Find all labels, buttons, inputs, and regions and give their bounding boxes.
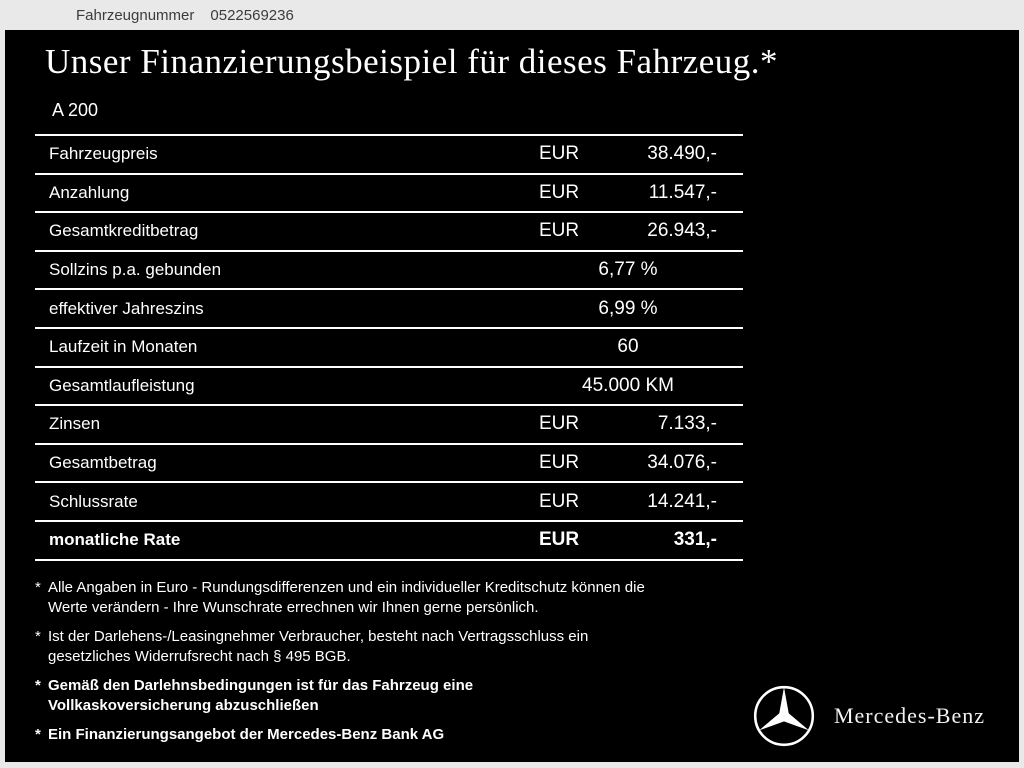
- currency-label: EUR: [539, 529, 580, 551]
- table-row: Gesamtkreditbetrag EUR 26.943,-: [35, 213, 743, 252]
- finance-offer-panel: Unser Finanzierungsbeispiel für dieses F…: [5, 30, 1019, 762]
- row-label: Gesamtlaufleistung: [49, 375, 195, 395]
- row-value: EUR 11.547,-: [539, 182, 717, 204]
- row-label: Zinsen: [49, 414, 101, 434]
- table-row: Fahrzeugpreis EUR 38.490,-: [35, 136, 743, 175]
- footnote-text: Gemäß den Darlehnsbedingungen ist für da…: [48, 677, 474, 714]
- row-value: EUR 38.490,-: [539, 143, 717, 165]
- brand-wordmark: Mercedes-Benz: [833, 703, 985, 728]
- finance-table: Fahrzeugpreis EUR 38.490,- Anzahlung EUR 11.5…: [35, 134, 743, 561]
- row-label: Fahrzeugpreis: [49, 144, 158, 164]
- page-title: Unser Finanzierungsbeispiel für dieses F…: [45, 42, 779, 81]
- currency-label: EUR: [539, 490, 580, 512]
- row-value: EUR 34.076,-: [539, 452, 717, 474]
- brand-lockup: Mercedes-Benz: [752, 684, 985, 748]
- table-row: Anzahlung EUR 11.547,-: [35, 175, 743, 214]
- row-value: EUR 331,-: [539, 529, 717, 551]
- footnote-marker: *: [35, 677, 41, 694]
- vehicle-model: A 200: [52, 100, 99, 120]
- row-label: Schlussrate: [49, 491, 138, 511]
- footnote-marker: *: [35, 726, 41, 743]
- row-value: EUR 26.943,-: [539, 220, 717, 242]
- row-label: monatliche Rate: [49, 530, 181, 550]
- amount-value: 7.133,-: [657, 413, 717, 435]
- row-label: Laufzeit in Monaten: [49, 337, 198, 357]
- table-row: effektiver Jahreszins 6,99 %: [35, 290, 743, 329]
- footnote: * Alle Angaben in Euro - Rundungsdifferen…: [35, 578, 735, 618]
- table-row: Sollzins p.a. gebunden 6,77 %: [35, 252, 743, 291]
- row-value: 6,99 %: [598, 297, 658, 319]
- row-label: effektiver Jahreszins: [49, 298, 204, 318]
- table-row: Gesamtlaufleistung 45.000 KM: [35, 368, 743, 407]
- frame-header: Fahrzeugnummer 0522569236: [0, 0, 1024, 30]
- row-label: Gesamtkreditbetrag: [49, 221, 199, 241]
- footnotes: * Alle Angaben in Euro - Rundungsdifferen…: [35, 578, 735, 754]
- vehicle-number-value: 0522569236: [210, 6, 294, 24]
- row-value: EUR 14.241,-: [539, 491, 717, 513]
- currency-label: EUR: [539, 220, 580, 242]
- footnote-marker: *: [35, 579, 41, 596]
- footnote-text: Alle Angaben in Euro - Rundungsdifferenz…: [48, 579, 645, 616]
- table-row: monatliche Rate EUR 331,-: [35, 522, 743, 561]
- row-value: 6,77 %: [598, 259, 658, 281]
- row-value: EUR 7.133,-: [539, 413, 717, 435]
- amount-value: 331,-: [673, 529, 717, 551]
- amount-value: 34.076,-: [647, 452, 717, 474]
- vehicle-number-label: Fahrzeugnummer: [76, 6, 195, 24]
- amount-value: 11.547,-: [648, 181, 717, 203]
- table-row: Gesamtbetrag EUR 34.076,-: [35, 445, 743, 484]
- row-value: 45.000 KM: [582, 374, 674, 396]
- mercedes-star-icon: [753, 685, 815, 747]
- row-value: 60: [617, 336, 639, 358]
- footnote-text: Ist der Darlehens-/Leasingnehmer Verbrau…: [48, 628, 589, 665]
- amount-value: 26.943,-: [647, 220, 717, 242]
- footnote-marker: *: [35, 628, 41, 645]
- table-row: Zinsen EUR 7.133,-: [35, 406, 743, 445]
- currency-label: EUR: [539, 143, 580, 165]
- row-label: Sollzins p.a. gebunden: [49, 260, 222, 280]
- footnote: * Ist der Darlehens-/Leasingnehmer Verbra…: [35, 627, 735, 667]
- currency-label: EUR: [539, 413, 580, 435]
- row-label: Anzahlung: [49, 182, 130, 202]
- row-label: Gesamtbetrag: [49, 453, 157, 473]
- table-row: Schlussrate EUR 14.241,-: [35, 483, 743, 522]
- currency-label: EUR: [539, 181, 580, 203]
- table-row: Laufzeit in Monaten 60: [35, 329, 743, 368]
- footnote-text: Ein Finanzierungsangebot der Mercedes-Be…: [48, 726, 445, 743]
- amount-value: 14.241,-: [647, 490, 717, 512]
- footnote: * Ein Finanzierungsangebot der Mercedes-B…: [35, 725, 735, 745]
- currency-label: EUR: [539, 452, 580, 474]
- amount-value: 38.490,-: [647, 143, 717, 165]
- footnote: * Gemäß den Darlehnsbedingungen ist für d…: [35, 676, 735, 716]
